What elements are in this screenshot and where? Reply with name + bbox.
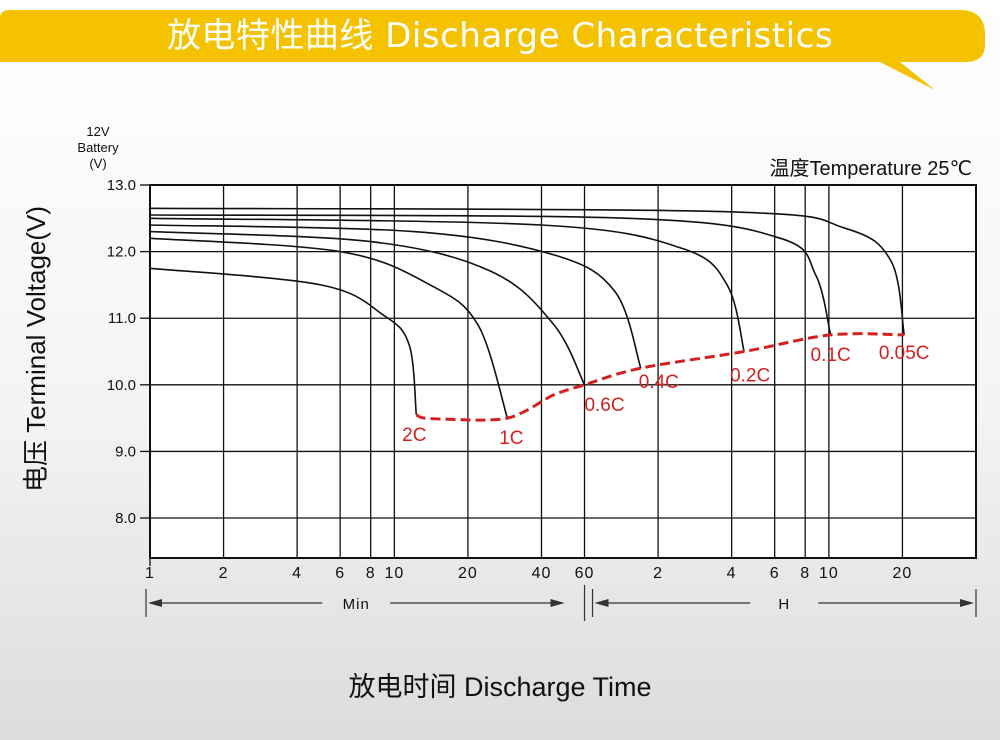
discharge-curve-0-4C — [149, 224, 642, 369]
x-tick-label: 60 — [575, 565, 595, 582]
chart-cutoff-line — [415, 332, 905, 422]
discharge-curve-2C — [149, 267, 418, 415]
segment-arrow-right — [960, 599, 974, 607]
discharge-curve-0-6C — [149, 230, 586, 386]
title-banner — [0, 10, 985, 90]
x-tick-label: 8 — [800, 565, 810, 582]
chart-curves — [149, 207, 905, 419]
rate-label-1C: 1C — [499, 428, 523, 449]
x-tick-label: 6 — [335, 565, 345, 582]
y-axis-label: 电压 Terminal Voltage(V) — [21, 206, 51, 492]
x-tick-label: 10 — [819, 565, 839, 582]
banner-title: 放电特性曲线 Discharge Characteristics — [166, 16, 834, 56]
x-tick-label: 4 — [292, 565, 302, 582]
chart-grid — [140, 184, 977, 621]
segment-arrow-left — [148, 599, 162, 607]
discharge-curve-0-1C — [149, 214, 832, 336]
discharge-curve-1C — [149, 237, 509, 419]
segment-label: Min — [343, 596, 370, 613]
segment-arrow-left — [594, 599, 609, 607]
rate-label-0-05C: 0.05C — [879, 343, 930, 364]
x-tick-label: 4 — [727, 565, 737, 582]
discharge-curve-0-2C — [149, 217, 745, 352]
x-tick-label: 1 — [145, 565, 155, 582]
temperature-annotation: 温度Temperature 25℃ — [769, 157, 972, 180]
x-tick-label: 10 — [384, 565, 404, 582]
x-tick-label: 40 — [532, 565, 552, 582]
y-tick-label: 11.0 — [108, 310, 136, 327]
plot-area — [149, 184, 977, 559]
y-tick-label: 12.0 — [107, 244, 136, 261]
cutoff-voltage-line — [415, 332, 905, 422]
rate-label-0-4C: 0.4C — [639, 372, 679, 393]
x-tick-label: 20 — [458, 565, 478, 582]
y-tick-label: 9.0 — [115, 443, 136, 460]
x-tick-label: 8 — [366, 565, 376, 582]
y-unit-header-2: Battery — [77, 140, 119, 155]
banner-shape — [0, 10, 985, 90]
y-unit-header-3: (V) — [89, 156, 106, 171]
x-tick-label: 2 — [653, 565, 663, 582]
rate-label-0-6C: 0.6C — [584, 395, 624, 416]
rate-label-0-2C: 0.2C — [730, 366, 770, 387]
y-tick-label: 10.0 — [107, 377, 136, 394]
y-tick-label: 13.0 — [107, 177, 136, 194]
rate-label-2C: 2C — [402, 425, 426, 446]
x-tick-label: 2 — [219, 565, 229, 582]
segment-label: H — [778, 596, 790, 613]
x-tick-label: 6 — [770, 565, 780, 582]
y-unit-header-1: 12V — [86, 124, 109, 139]
y-tick-label: 8.0 — [115, 510, 136, 527]
x-axis-label: 放电时间 Discharge Time — [348, 672, 651, 702]
chart-labels: 8.09.010.011.012.013.01 2 4 6 8 10 20 40 60 2 4 6 8 1… — [107, 177, 930, 613]
discharge-curve-0-05C — [149, 207, 905, 336]
x-tick-label: 20 — [893, 565, 913, 582]
rate-label-0-1C: 0.1C — [811, 345, 851, 366]
segment-arrow-right — [550, 599, 565, 607]
